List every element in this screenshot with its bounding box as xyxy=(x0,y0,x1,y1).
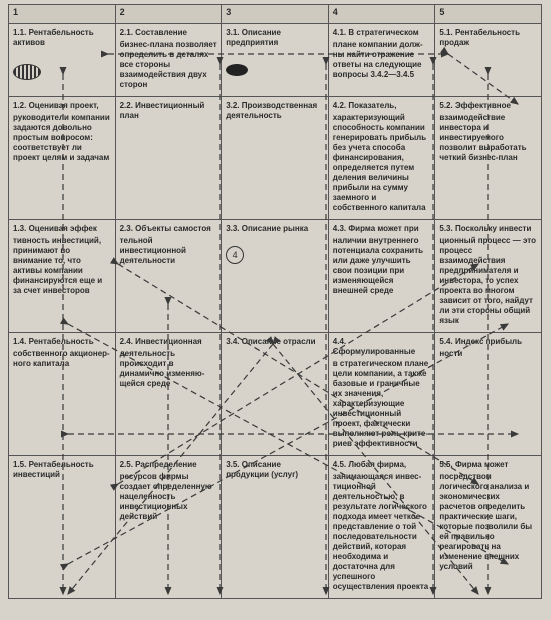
cell-2-5: 5.2. Эффективное взаимодействие инвестора… xyxy=(435,97,542,220)
cell-body: ционный процесс — это процесс взаимодейс… xyxy=(439,236,536,325)
col-header-3: 3 xyxy=(222,5,329,24)
cell-head: 4.4. Сформулированные xyxy=(333,337,431,357)
cell-head: 2.1. Составление xyxy=(120,28,218,38)
cell-body: в стратегическом плане цели компании, а … xyxy=(333,359,428,448)
table-row: 1.1. Рентабельность активов2.1. Составле… xyxy=(9,24,542,97)
cell-head: 1.1. Рентабельность активов xyxy=(13,28,111,48)
cell-body: посредством логического анализа и эконом… xyxy=(439,472,532,571)
cell-head: 3.5. Описание продукции (услуг) xyxy=(226,460,324,480)
cell-3-1: 1.3. Оценивая эффек­тивность инвестиций,… xyxy=(9,220,116,333)
cell-body: тельной инвестиционной деятельности xyxy=(120,236,186,265)
cell-head: 5.4. Индекс прибыль­ xyxy=(439,337,537,347)
cell-5-5: 5.5. Фирма может посредством логического … xyxy=(435,456,542,599)
col-header-4: 4 xyxy=(328,5,435,24)
cell-body: тивность инвестиций, принимают во вниман… xyxy=(13,236,102,295)
cell-4-1: 1.4. Рентабельность собственного акционер… xyxy=(9,333,116,456)
cell-body: собственного акционер­ного капитала xyxy=(13,349,110,368)
table-row: 1.3. Оценивая эффек­тивность инвестиций,… xyxy=(9,220,542,333)
col-header-5: 5 xyxy=(435,5,542,24)
cell-head: 1.2. Оценивая проект, xyxy=(13,101,111,111)
col-header-1: 1 xyxy=(9,5,116,24)
cell-3-3: 3.3. Описание рынка xyxy=(222,220,329,333)
hatch-icon xyxy=(13,64,41,80)
cell-4-5: 5.4. Индекс прибыль­ности xyxy=(435,333,542,456)
cell-5-4: 4.5. Любая фирма, занимающаяся инвес­тици… xyxy=(328,456,435,599)
cell-head: 4.5. Любая фирма, xyxy=(333,460,431,470)
cell-head: 3.3. Описание рынка xyxy=(226,224,324,234)
cell-head: 5.5. Фирма может xyxy=(439,460,537,470)
table-row: 1.4. Рентабельность собственного акционер… xyxy=(9,333,542,456)
cell-head: 4.3. Фирма может при xyxy=(333,224,431,234)
cell-head: 1.5. Рентабельность инвестиций xyxy=(13,460,111,480)
cell-head: 1.4. Рентабельность xyxy=(13,337,111,347)
cell-body: занимающаяся инвес­тиционной деятельност… xyxy=(333,472,428,591)
cell-body: наличии внутреннего потенциала сохранить… xyxy=(333,236,423,295)
cell-head: 2.4. Инвестиционная xyxy=(120,337,218,347)
table-row: 1.2. Оценивая проект, руководители компан… xyxy=(9,97,542,220)
ring-icon xyxy=(226,246,244,264)
cell-1-3: 3.1. Описание предприятия xyxy=(222,24,329,97)
cell-head: 5.1. Рентабельность продаж xyxy=(439,28,537,48)
cell-head: 5.2. Эффективное xyxy=(439,101,537,111)
cell-5-3: 3.5. Описание продукции (услуг) xyxy=(222,456,329,599)
cell-2-3: 3.2. Производственная деятельность xyxy=(222,97,329,220)
cell-1-5: 5.1. Рентабельность продаж xyxy=(435,24,542,97)
cell-1-2: 2.1. Составление бизнес-плана позволяет о… xyxy=(115,24,222,97)
blackoval-icon xyxy=(226,64,248,76)
cell-body: взаимодействие инвестора и инвестируе­мо… xyxy=(439,113,526,162)
cell-head: 3.2. Производственная деятельность xyxy=(226,101,324,121)
cell-body: деятельность происходит в динамично изме… xyxy=(120,349,205,388)
cell-5-1: 1.5. Рентабельность инвестиций xyxy=(9,456,116,599)
cell-4-2: 2.4. Инвестиционная деятельность происход… xyxy=(115,333,222,456)
cell-3-5: 5.3. Поскольку инвести­ционный процесс —… xyxy=(435,220,542,333)
cell-head: 2.3. Объекты самостоя­ xyxy=(120,224,218,234)
cell-head: 3.1. Описание предприятия xyxy=(226,28,324,48)
cell-head: 3.4. Описание отрасли xyxy=(226,337,324,347)
cell-body: ресурсов фирмы создает определенную наце… xyxy=(120,472,212,521)
cell-body: руководители компании задаются довольно … xyxy=(13,113,110,162)
cell-1-1: 1.1. Рентабельность активов xyxy=(9,24,116,97)
table-row: 1.5. Рентабельность инвестиций2.5. Распр… xyxy=(9,456,542,599)
cell-head: 4.1. В стратегическом xyxy=(333,28,431,38)
col-header-2: 2 xyxy=(115,5,222,24)
cell-body: бизнес-плана позволяет определить в дета… xyxy=(120,40,217,89)
cell-body: ности xyxy=(439,349,462,358)
cell-head: 1.3. Оценивая эффек­ xyxy=(13,224,111,234)
cell-3-4: 4.3. Фирма может при наличии внутреннего … xyxy=(328,220,435,333)
cell-2-2: 2.2. Инвестиционный план xyxy=(115,97,222,220)
cell-head: 2.2. Инвестиционный план xyxy=(120,101,218,121)
cell-5-2: 2.5. Распределение ресурсов фирмы создает… xyxy=(115,456,222,599)
cell-head: 5.3. Поскольку инвести­ xyxy=(439,224,537,234)
matrix-table: 1 2 3 4 5 1.1. Рентабельность активов2.1… xyxy=(8,4,542,599)
cell-head: 4.2. Показатель, xyxy=(333,101,431,111)
cell-body: плане компании долж­ны найти отражение о… xyxy=(333,40,423,79)
cell-1-4: 4.1. В стратегическом плане компании долж… xyxy=(328,24,435,97)
cell-head: 2.5. Распределение xyxy=(120,460,218,470)
header-row: 1 2 3 4 5 xyxy=(9,5,542,24)
cell-3-2: 2.3. Объекты самостоя­тельной инвестицио… xyxy=(115,220,222,333)
cell-4-4: 4.4. Сформулированныев стратегическом пл… xyxy=(328,333,435,456)
cell-2-4: 4.2. Показатель, характеризующий способно… xyxy=(328,97,435,220)
cell-body: характеризующий способность компании ген… xyxy=(333,113,426,212)
cell-4-3: 3.4. Описание отрасли xyxy=(222,333,329,456)
cell-2-1: 1.2. Оценивая проект, руководители компан… xyxy=(9,97,116,220)
